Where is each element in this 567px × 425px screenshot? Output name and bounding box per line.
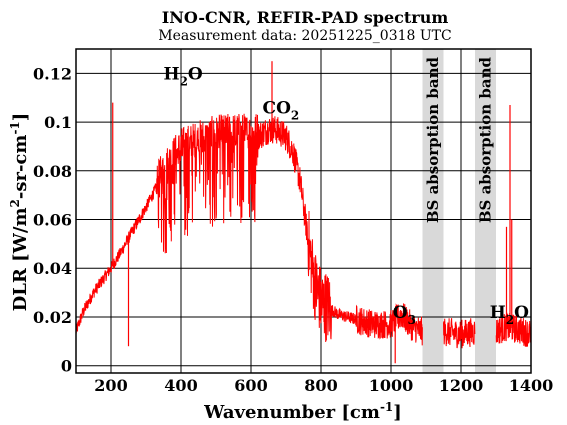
spectrum-line xyxy=(75,113,532,349)
y-axis-label: DLR [W/m2-sr-cm-1] xyxy=(8,113,31,312)
y-tick-label: 0.1 xyxy=(44,113,72,132)
y-tick-label: 0.02 xyxy=(33,308,72,327)
chart-title: INO-CNR, REFIR-PAD spectrum xyxy=(162,8,449,27)
x-tick-label: 1000 xyxy=(369,376,414,395)
x-axis-label: Wavenumber [cm-1] xyxy=(203,400,402,423)
x-tick-label: 1200 xyxy=(439,376,484,395)
x-tick-label: 200 xyxy=(94,376,127,395)
annotation-4: H2O xyxy=(490,303,529,327)
x-tick-label: 800 xyxy=(304,376,337,395)
annotation-2: CO2 xyxy=(263,99,300,123)
molecule-annotations: H2O CO2 O3 H2O xyxy=(164,64,530,327)
absorption-band-label-1: BS absorption band xyxy=(424,57,442,224)
y-tick-label: 0.08 xyxy=(33,162,72,181)
y-tick-label: 0.06 xyxy=(33,211,72,230)
absorption-bands: BS absorption band BS absorption band xyxy=(422,49,496,373)
grid-lines xyxy=(76,49,531,373)
absorption-band-1 xyxy=(422,49,444,373)
absorption-band-label-2: BS absorption band xyxy=(477,57,495,224)
chart-subtitle: Measurement data: 20251225_0318 UTC xyxy=(158,28,451,44)
x-tick-label: 400 xyxy=(164,376,197,395)
axis-ticks: 200 400 600 800 1000 1200 1400 0 0.02 0.04 0.06 0.0… xyxy=(33,64,553,395)
x-tick-label: 600 xyxy=(234,376,267,395)
absorption-band-2 xyxy=(475,49,496,373)
annotation-1: H2O xyxy=(164,64,203,88)
plot-frame xyxy=(75,48,532,374)
annotation-3: O3 xyxy=(393,303,416,327)
y-tick-label: 0 xyxy=(61,357,72,376)
spectrum-series xyxy=(75,61,532,364)
y-tick-label: 0.04 xyxy=(33,259,72,278)
y-tick-label: 0.12 xyxy=(33,64,72,83)
x-tick-label: 1400 xyxy=(509,376,554,395)
